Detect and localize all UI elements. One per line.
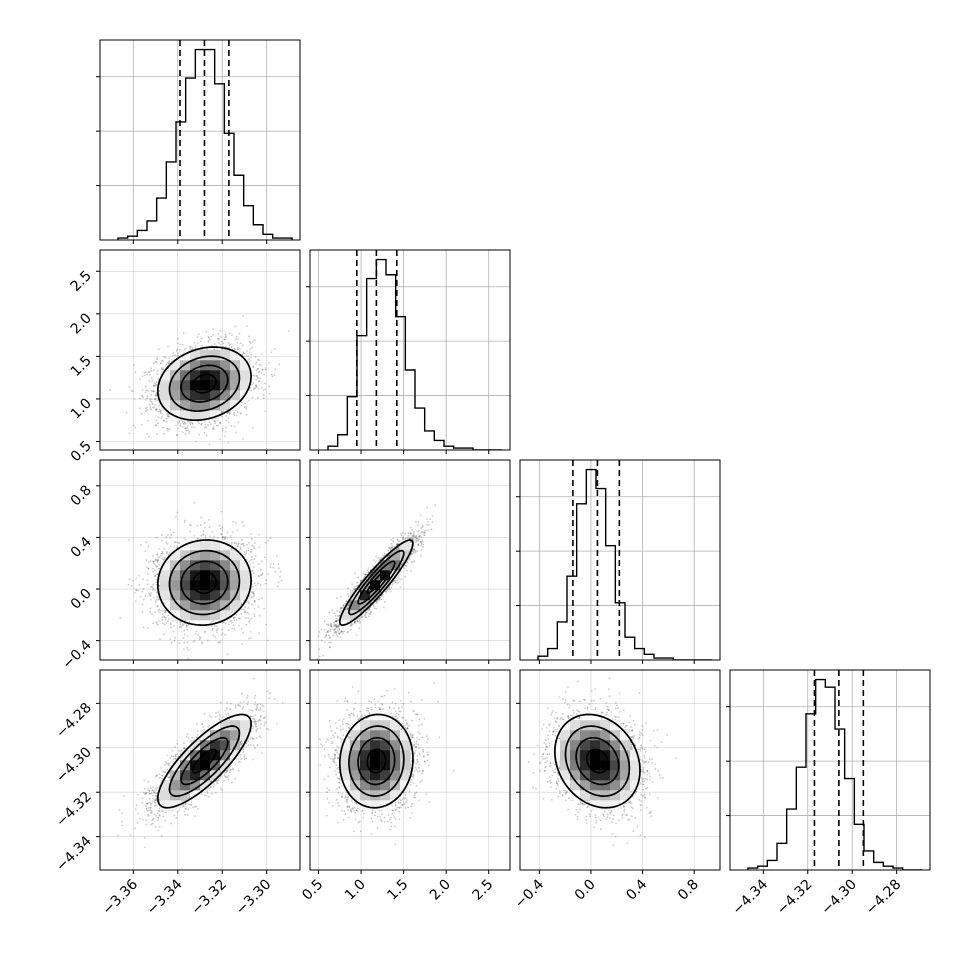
panel-frame [519,669,721,871]
y-tick-label-3-0: −4.34 [53,833,95,875]
x-tick-label-2-2: 0.4 [623,876,650,903]
panel-frame [309,249,511,451]
scatter-panel-2-3 [516,669,721,874]
y-tick-label-1-4: 2.5 [68,268,95,295]
y-tick-label-3-1: −4.32 [53,789,95,831]
contours [338,539,414,626]
y-tick-label-1-2: 1.5 [68,353,95,380]
contours [156,539,252,626]
scatter-panel-1-2 [306,459,511,664]
panel-frame [519,459,721,661]
contour-1 [180,364,229,403]
contour-1 [180,560,229,605]
panel-frame [99,669,301,871]
x-tick-label-2-3: 0.8 [675,877,702,904]
contour-0 [366,748,387,774]
contour-3 [156,713,252,809]
panel-frame [309,459,511,661]
contours [338,713,414,809]
x-tick-label-3-0: −4.34 [730,876,772,918]
density-shading [550,710,641,811]
contour-3 [338,713,414,809]
x-tick-label-0-2: −3.32 [188,877,230,919]
x-tick-label-0-0: −3.36 [100,876,142,918]
x-tick-label-1-2: 1.5 [384,877,411,904]
panel-frame [309,669,511,871]
y-tick-label-1-3: 2.0 [68,310,95,337]
x-tick-label-1-3: 2.0 [427,877,454,904]
histogram-panel-3 [726,669,931,874]
y-tick-label-2-0: −0.4 [59,637,94,672]
y-tick-label-1-0: 0.5 [68,438,95,465]
histogram-series [747,678,922,870]
histogram-panel-1 [306,249,511,454]
histogram-series [327,258,502,450]
y-tick-label-2-3: 0.8 [68,482,95,509]
histogram-panel-2 [516,459,721,664]
contour-0 [191,748,217,774]
contour-2 [564,725,631,797]
contour-3 [156,539,252,626]
x-tick-label-1-1: 1.0 [342,877,369,904]
x-tick-label-1-4: 2.5 [469,877,496,904]
contour-0 [366,571,387,595]
contour-3 [338,539,414,626]
x-tick-label-3-1: −4.32 [774,877,816,919]
contours [156,713,252,809]
contour-2 [348,725,405,797]
x-tick-label-2-1: 0.0 [572,877,599,904]
contour-1 [575,736,620,786]
contour-0 [191,571,217,595]
contour-1 [357,560,396,605]
contour-3 [156,346,252,422]
contour-1 [357,736,396,786]
histogram-panel-0 [96,39,301,244]
contour-2 [168,549,241,616]
x-tick-label-2-0: −0.4 [512,876,547,911]
y-tick-label-3-3: −4.28 [53,700,95,742]
contours [553,713,641,809]
panel-frame [99,459,301,661]
density-shading [160,540,251,631]
panel-frame [99,39,301,241]
y-tick-label-3-2: −4.30 [53,744,95,786]
y-tick-label-2-1: 0.0 [68,586,95,613]
histogram-series [537,468,712,660]
x-tick-label-0-1: −3.34 [144,876,186,918]
scatter-panel-0-2 [96,459,301,664]
y-tick-label-1-1: 1.0 [68,395,95,422]
contour-2 [348,549,405,616]
contour-2 [168,725,241,797]
x-tick-label-1-0: 0.5 [299,877,326,904]
contour-0 [191,373,217,394]
contour-2 [168,355,241,412]
x-tick-label-3-2: −4.30 [818,877,860,919]
panel-frame [99,249,301,451]
x-tick-label-0-3: −3.30 [233,877,275,919]
scatter-panel-0-1 [96,249,301,454]
y-tick-label-2-2: 0.4 [68,534,95,561]
x-tick-label-3-3: −4.28 [863,877,905,919]
contours [156,346,252,422]
histogram-series [117,48,293,240]
scatter-panel-1-3 [306,669,511,874]
panel-frame [729,669,931,871]
contour-0 [585,748,609,774]
scatter-panel-0-3 [96,669,301,874]
contour-1 [180,736,229,786]
contour-3 [553,713,641,809]
